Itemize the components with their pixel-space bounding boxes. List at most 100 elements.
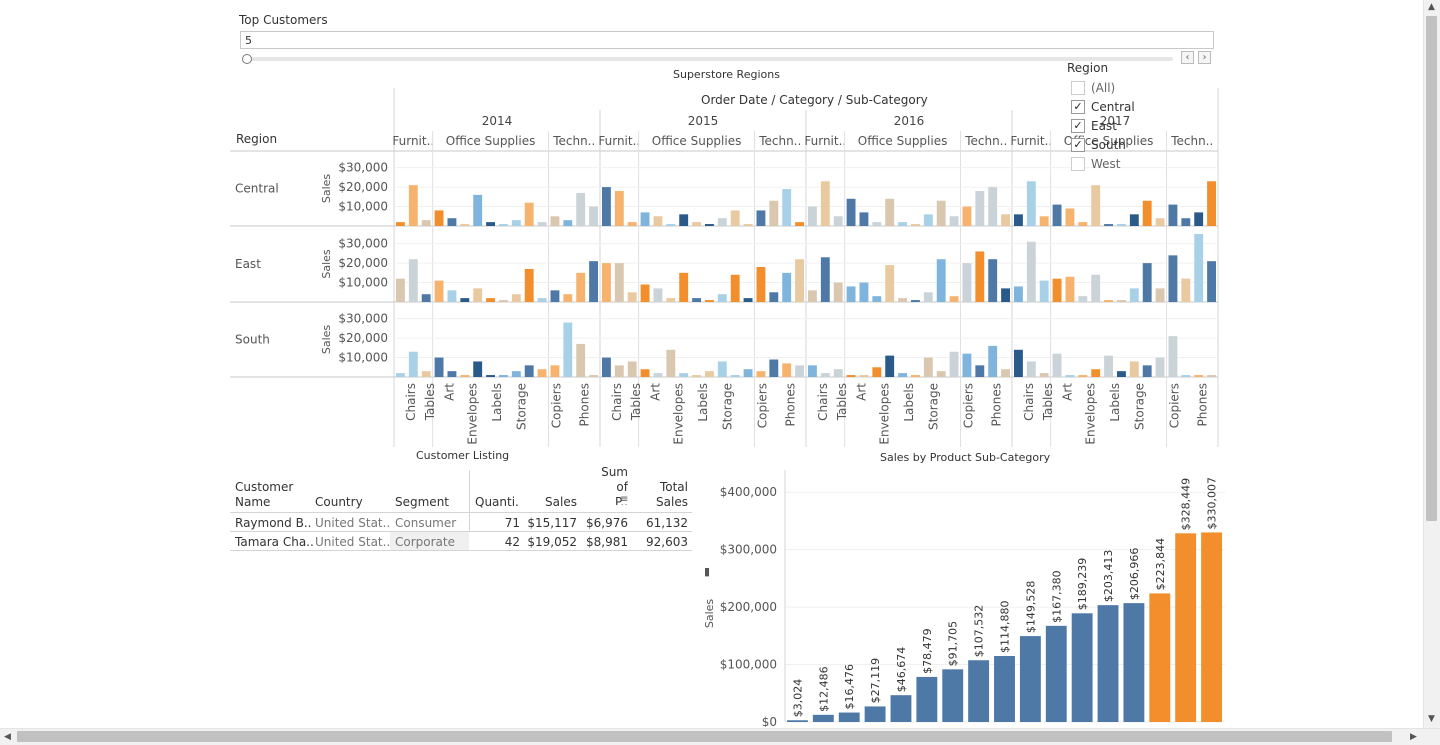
matrix-bar bbox=[898, 222, 907, 226]
table-row[interactable] bbox=[230, 532, 692, 551]
region-filter-item[interactable]: West bbox=[1071, 154, 1211, 173]
subcategory-label: Chairs bbox=[404, 383, 418, 421]
matrix-bar bbox=[1078, 375, 1088, 377]
matrix-bar bbox=[1194, 212, 1204, 226]
top-customers-slider-thumb[interactable] bbox=[242, 54, 252, 64]
top-customers-input[interactable]: 5 bbox=[240, 31, 1214, 49]
category-label: Office Supplies bbox=[446, 134, 536, 148]
column-header[interactable]: Customer Name bbox=[235, 480, 294, 509]
matrix-bar bbox=[1078, 222, 1088, 226]
matrix-bar bbox=[1142, 200, 1152, 226]
previous-button[interactable]: ‹ bbox=[1181, 51, 1194, 64]
category-label: Furnit.. bbox=[804, 134, 846, 148]
region-filter-item[interactable]: ✓ Central bbox=[1071, 97, 1211, 116]
sales-bar bbox=[1123, 603, 1145, 722]
matrix-bar bbox=[1065, 208, 1075, 226]
matrix-bar bbox=[717, 361, 727, 377]
matrix-bar bbox=[1104, 224, 1113, 226]
scroll-down-icon[interactable]: ▼ bbox=[1428, 714, 1435, 724]
matrix-bar bbox=[1168, 204, 1178, 226]
matrix-bar bbox=[962, 353, 972, 377]
column-header[interactable]: Sum of P.. bbox=[601, 465, 628, 505]
matrix-bar bbox=[859, 282, 869, 302]
column-header[interactable]: Total Sales bbox=[656, 480, 688, 509]
checkbox-checked-icon[interactable]: ✓ bbox=[1071, 99, 1085, 114]
subcategory-label: Tables bbox=[423, 383, 437, 421]
subcategory-label: Copiers bbox=[549, 383, 563, 428]
subcategory-label: Art bbox=[443, 383, 457, 401]
table-cell: Raymond B.. bbox=[235, 516, 312, 530]
matrix-bar bbox=[1117, 371, 1126, 377]
sales-chart-y-tick: $400,000 bbox=[720, 485, 777, 499]
sales-bar bbox=[1175, 533, 1197, 722]
y-tick-label: $10,000 bbox=[338, 276, 388, 290]
matrix-bar bbox=[653, 216, 663, 226]
sales-bar bbox=[1071, 613, 1093, 722]
checkbox-checked-icon[interactable]: ✓ bbox=[1071, 137, 1085, 152]
matrix-bar bbox=[1207, 261, 1216, 302]
scroll-right-icon[interactable]: ▶ bbox=[1410, 732, 1417, 742]
subcategory-label: Copiers bbox=[961, 383, 975, 428]
column-header[interactable]: Quanti.. bbox=[475, 495, 520, 509]
sales-bar bbox=[890, 695, 912, 722]
matrix-bar bbox=[730, 274, 740, 302]
subcategory-label: Chairs bbox=[1022, 383, 1036, 421]
matrix-bar bbox=[447, 371, 457, 377]
top-customers-label: Top Customers bbox=[239, 13, 328, 27]
matrix-bar bbox=[666, 224, 676, 226]
matrix-bar bbox=[1052, 204, 1062, 226]
matrix-bar bbox=[975, 191, 985, 226]
vertical-scrollbar-thumb[interactable] bbox=[1426, 16, 1437, 521]
matrix-bar bbox=[550, 365, 560, 377]
matrix-bar bbox=[679, 214, 689, 226]
matrix-bar bbox=[563, 322, 573, 377]
sales-bar bbox=[864, 706, 886, 722]
sales-bar bbox=[1097, 605, 1119, 722]
region-filter-title: Region bbox=[1067, 61, 1109, 75]
matrix-bar bbox=[666, 298, 676, 302]
matrix-bar bbox=[820, 181, 830, 226]
next-button[interactable]: › bbox=[1198, 51, 1211, 64]
matrix-bar bbox=[898, 373, 907, 377]
matrix-bar bbox=[537, 369, 547, 377]
matrix-bar bbox=[408, 259, 418, 302]
matrix-bar bbox=[846, 375, 856, 377]
sales-by-subcategory-chart: $0 $100,000 $200,000 $300,000 $400,000 Sales ▮… bbox=[703, 470, 1225, 727]
matrix-bar bbox=[692, 222, 701, 226]
matrix-bar bbox=[705, 224, 714, 226]
sales-chart-y-label: Sales bbox=[703, 599, 716, 629]
matrix-bar bbox=[447, 218, 457, 226]
region-filter-item[interactable]: ✓ South bbox=[1071, 135, 1211, 154]
matrix-bar bbox=[1168, 255, 1178, 302]
sort-icon[interactable]: ≡ bbox=[620, 494, 629, 505]
checkbox-unchecked-icon[interactable] bbox=[1071, 80, 1085, 95]
table-row[interactable] bbox=[230, 513, 692, 532]
table-cell: Tamara Cha.. bbox=[235, 535, 313, 549]
sales-bar-label: $16,476 bbox=[843, 664, 856, 710]
table-cell: Consumer bbox=[395, 516, 457, 530]
subcategory-label: Storage bbox=[515, 383, 529, 430]
column-header[interactable]: Country bbox=[315, 495, 363, 509]
matrix-bar bbox=[872, 222, 882, 226]
matrix-bar bbox=[499, 224, 508, 226]
region-filter-item[interactable]: (All) bbox=[1071, 78, 1211, 97]
matrix-bar bbox=[1091, 274, 1101, 302]
checkbox-unchecked-icon[interactable] bbox=[1071, 156, 1085, 171]
horizontal-scrollbar-thumb[interactable] bbox=[17, 731, 1392, 742]
scroll-left-icon[interactable]: ◀ bbox=[4, 732, 11, 742]
column-header[interactable]: Segment bbox=[395, 495, 449, 509]
subcategory-label: Tables bbox=[1041, 383, 1055, 421]
checkbox-checked-icon[interactable]: ✓ bbox=[1071, 118, 1085, 133]
scroll-up-icon[interactable]: ▲ bbox=[1428, 2, 1435, 12]
year-label: 2017 bbox=[1100, 114, 1131, 128]
region-filter-item-label: (All) bbox=[1091, 80, 1116, 95]
matrix-bar bbox=[1142, 263, 1152, 302]
matrix-bar bbox=[473, 361, 483, 377]
y-tick-label: $30,000 bbox=[338, 237, 388, 251]
matrix-bar bbox=[1039, 373, 1049, 377]
top-customers-slider-track[interactable] bbox=[247, 57, 1173, 61]
region-filter-item[interactable]: ✓ East bbox=[1071, 116, 1211, 135]
column-header[interactable]: Sales bbox=[545, 495, 577, 509]
matrix-bar bbox=[653, 373, 663, 377]
y-tick-label: $10,000 bbox=[338, 351, 388, 365]
